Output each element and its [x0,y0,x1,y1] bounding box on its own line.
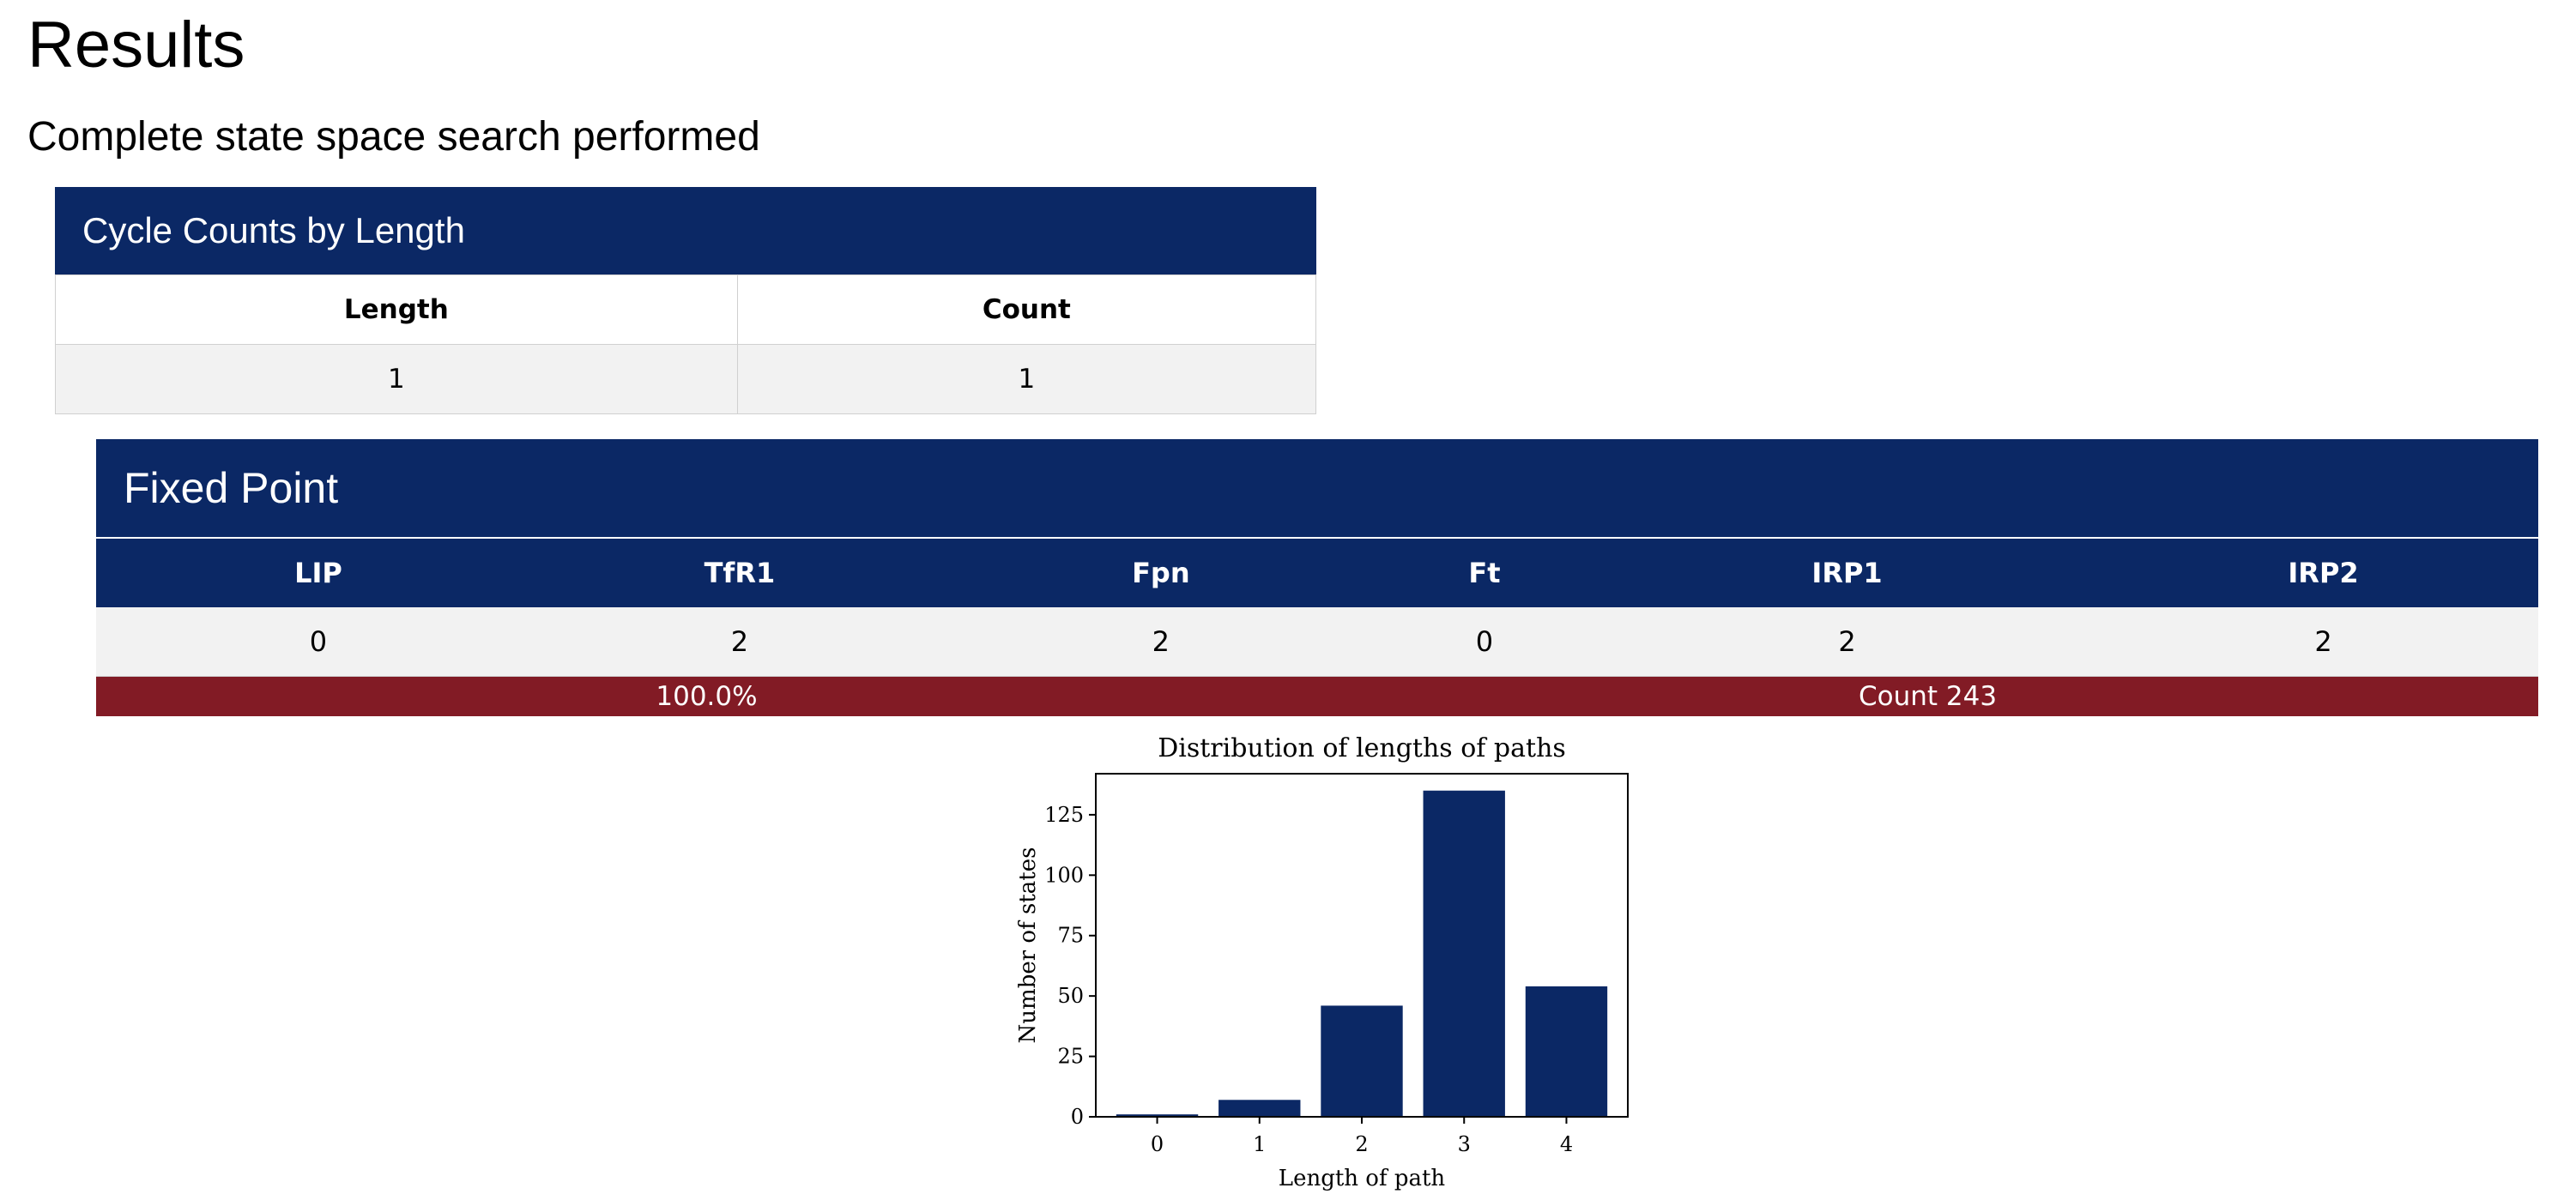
chart-bar-1 [1218,1100,1301,1117]
cycle-cell-length: 1 [55,344,738,414]
chart-bar-4 [1525,986,1608,1117]
fp-header-ft: Ft [1382,537,1587,607]
chart-y-tick-label: 50 [1057,984,1084,1008]
fp-value-tfr1: 2 [540,607,939,677]
page-subtitle: Complete state space search performed [27,114,760,160]
chart-title: Distribution of lengths of paths [1158,733,1566,763]
chart-y-tick-label: 25 [1057,1045,1084,1069]
chart-bar-3 [1423,790,1505,1117]
chart-y-tick-label: 125 [1044,803,1084,827]
fixed-point-panel: Fixed Point LIP TfR1 Fpn Ft IRP1 IRP2 [96,439,2538,716]
chart-x-ticks: 0 1 2 3 4 [1151,1117,1573,1156]
fp-value-irp1: 2 [1586,607,2109,677]
chart-x-tick-label: 2 [1355,1132,1368,1156]
fixed-point-header-row: LIP TfR1 Fpn Ft IRP1 IRP2 [96,537,2538,607]
cycle-cell-count: 1 [736,344,1317,414]
fp-header-irp1: IRP1 [1586,537,2109,607]
fp-value-irp2: 2 [2108,607,2538,677]
fixed-point-title: Fixed Point [96,439,2538,537]
cycle-counts-caption: Cycle Counts by Length [55,187,1316,274]
chart-y-tick-label: 100 [1044,863,1084,887]
fixed-point-percent: 100.0% [656,681,758,712]
chart-y-label: Number of states [1015,847,1041,1044]
table-row: 0 2 2 0 2 2 [96,607,2538,677]
chart-x-tick-label: 3 [1458,1132,1471,1156]
table-row: 1 1 [55,344,1317,414]
cycle-counts-table: Cycle Counts by Length Length Count 1 1 [55,187,1317,414]
fp-value-ft: 0 [1382,607,1587,677]
chart-y-tick-label: 0 [1071,1105,1084,1129]
fp-header-lip: LIP [96,537,541,607]
fixed-point-table: LIP TfR1 Fpn Ft IRP1 IRP2 0 2 2 0 2 2 [96,537,2538,677]
chart-x-tick-label: 1 [1253,1132,1266,1156]
chart-frame [1095,773,1629,1118]
chart-x-tick-label: 4 [1560,1132,1573,1156]
chart-y-ticks: 0 25 50 75 100 125 [1044,803,1096,1129]
fixed-point-count: Count 243 [1858,681,1998,712]
fixed-point-footer: 100.0% Count 243 [96,677,2538,716]
cycle-header-length: Length [55,274,738,345]
chart-bar-0 [1116,1114,1199,1117]
chart-y-tick-label: 75 [1057,924,1084,948]
cycle-header-count: Count [736,274,1317,345]
fp-header-irp2: IRP2 [2108,537,2538,607]
cycle-header-row: Length Count [55,274,1317,345]
fp-value-lip: 0 [96,607,541,677]
page-title: Results [27,9,245,81]
chart-x-tick-label: 0 [1151,1132,1164,1156]
chart-x-label: Length of path [1279,1166,1446,1191]
chart-bars [1116,790,1608,1117]
fp-value-fpn: 2 [938,607,1383,677]
path-length-chart: Distribution of lengths of paths 0 25 50 75… [1015,733,1629,1191]
fp-header-fpn: Fpn [938,537,1383,607]
chart-bar-2 [1321,1005,1403,1117]
fp-header-tfr1: TfR1 [540,537,939,607]
